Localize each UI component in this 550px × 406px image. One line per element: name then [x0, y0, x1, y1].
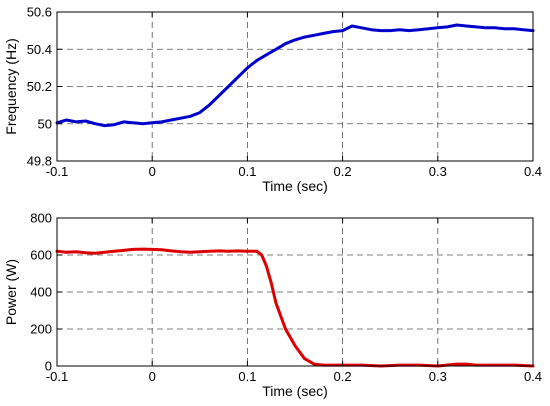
y-tick-label: 800 [30, 211, 52, 226]
y-tick-label: 50.2 [27, 79, 52, 94]
y-tick-label: 200 [30, 322, 52, 337]
series-line [55, 247, 535, 368]
y-tick-label: 600 [30, 248, 52, 263]
x-axis-label: Time (sec) [262, 383, 328, 399]
series-line [55, 23, 535, 128]
frequency-plot: -0.1 0 0.1 0.2 0.3 0.4 49.8 50 50.2 50.4 50.6 Time … [3, 5, 542, 195]
y-tick-label: 0 [45, 359, 52, 374]
plot-area [57, 12, 533, 161]
x-tick-label: 0 [149, 164, 156, 179]
x-tick-label: 0 [149, 369, 156, 384]
x-tick-label: 0.2 [334, 164, 352, 179]
x-tick-label: 0.3 [429, 369, 447, 384]
x-tick-label: 0.2 [334, 369, 352, 384]
plot-area [57, 218, 533, 366]
y-tick-label: 50.4 [27, 42, 52, 57]
x-tick-label: 0.4 [524, 369, 542, 384]
y-tick-label: 400 [30, 285, 52, 300]
x-tick-label: -0.1 [46, 164, 68, 179]
x-tick-label: -0.1 [46, 369, 68, 384]
y-axis-label: Frequency (Hz) [3, 38, 19, 134]
x-tick-label: 0.1 [238, 369, 256, 384]
y-tick-label: 49.8 [27, 154, 52, 169]
x-tick-label: 0.3 [429, 164, 447, 179]
x-tick-label: 0.4 [524, 164, 542, 179]
y-tick-label: 50.6 [27, 5, 52, 20]
x-axis-label: Time (sec) [262, 178, 328, 194]
y-axis-label: Power (W) [3, 259, 19, 325]
y-tick-label: 50 [38, 116, 52, 131]
x-tick-label: 0.1 [238, 164, 256, 179]
